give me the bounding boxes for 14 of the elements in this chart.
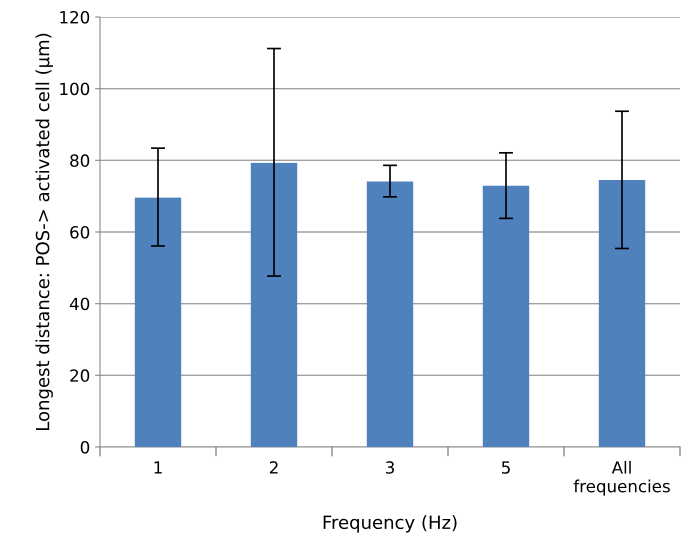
x-tick-label: 2 [270, 461, 278, 474]
x-axis-title: Frequency (Hz) [324, 515, 457, 533]
y-tick-label: 20 [70, 369, 90, 382]
y-tick-label: 0 [80, 440, 90, 454]
y-tick-label: 40 [70, 298, 90, 310]
y-axis-title: Longest distance: POS-> activated cell (µm) [35, 34, 53, 430]
x-tick-label: All frequencies [574, 460, 670, 496]
x-tick-label: 3 [386, 461, 394, 474]
y-tick-label: 100 [60, 82, 90, 96]
x-tick-label: 1 [154, 461, 162, 474]
y-tick-label: 120 [60, 10, 90, 24]
y-tick-label: 80 [70, 154, 90, 167]
y-tick-label: 60 [70, 226, 90, 239]
x-tick-label: 5 [502, 461, 510, 474]
